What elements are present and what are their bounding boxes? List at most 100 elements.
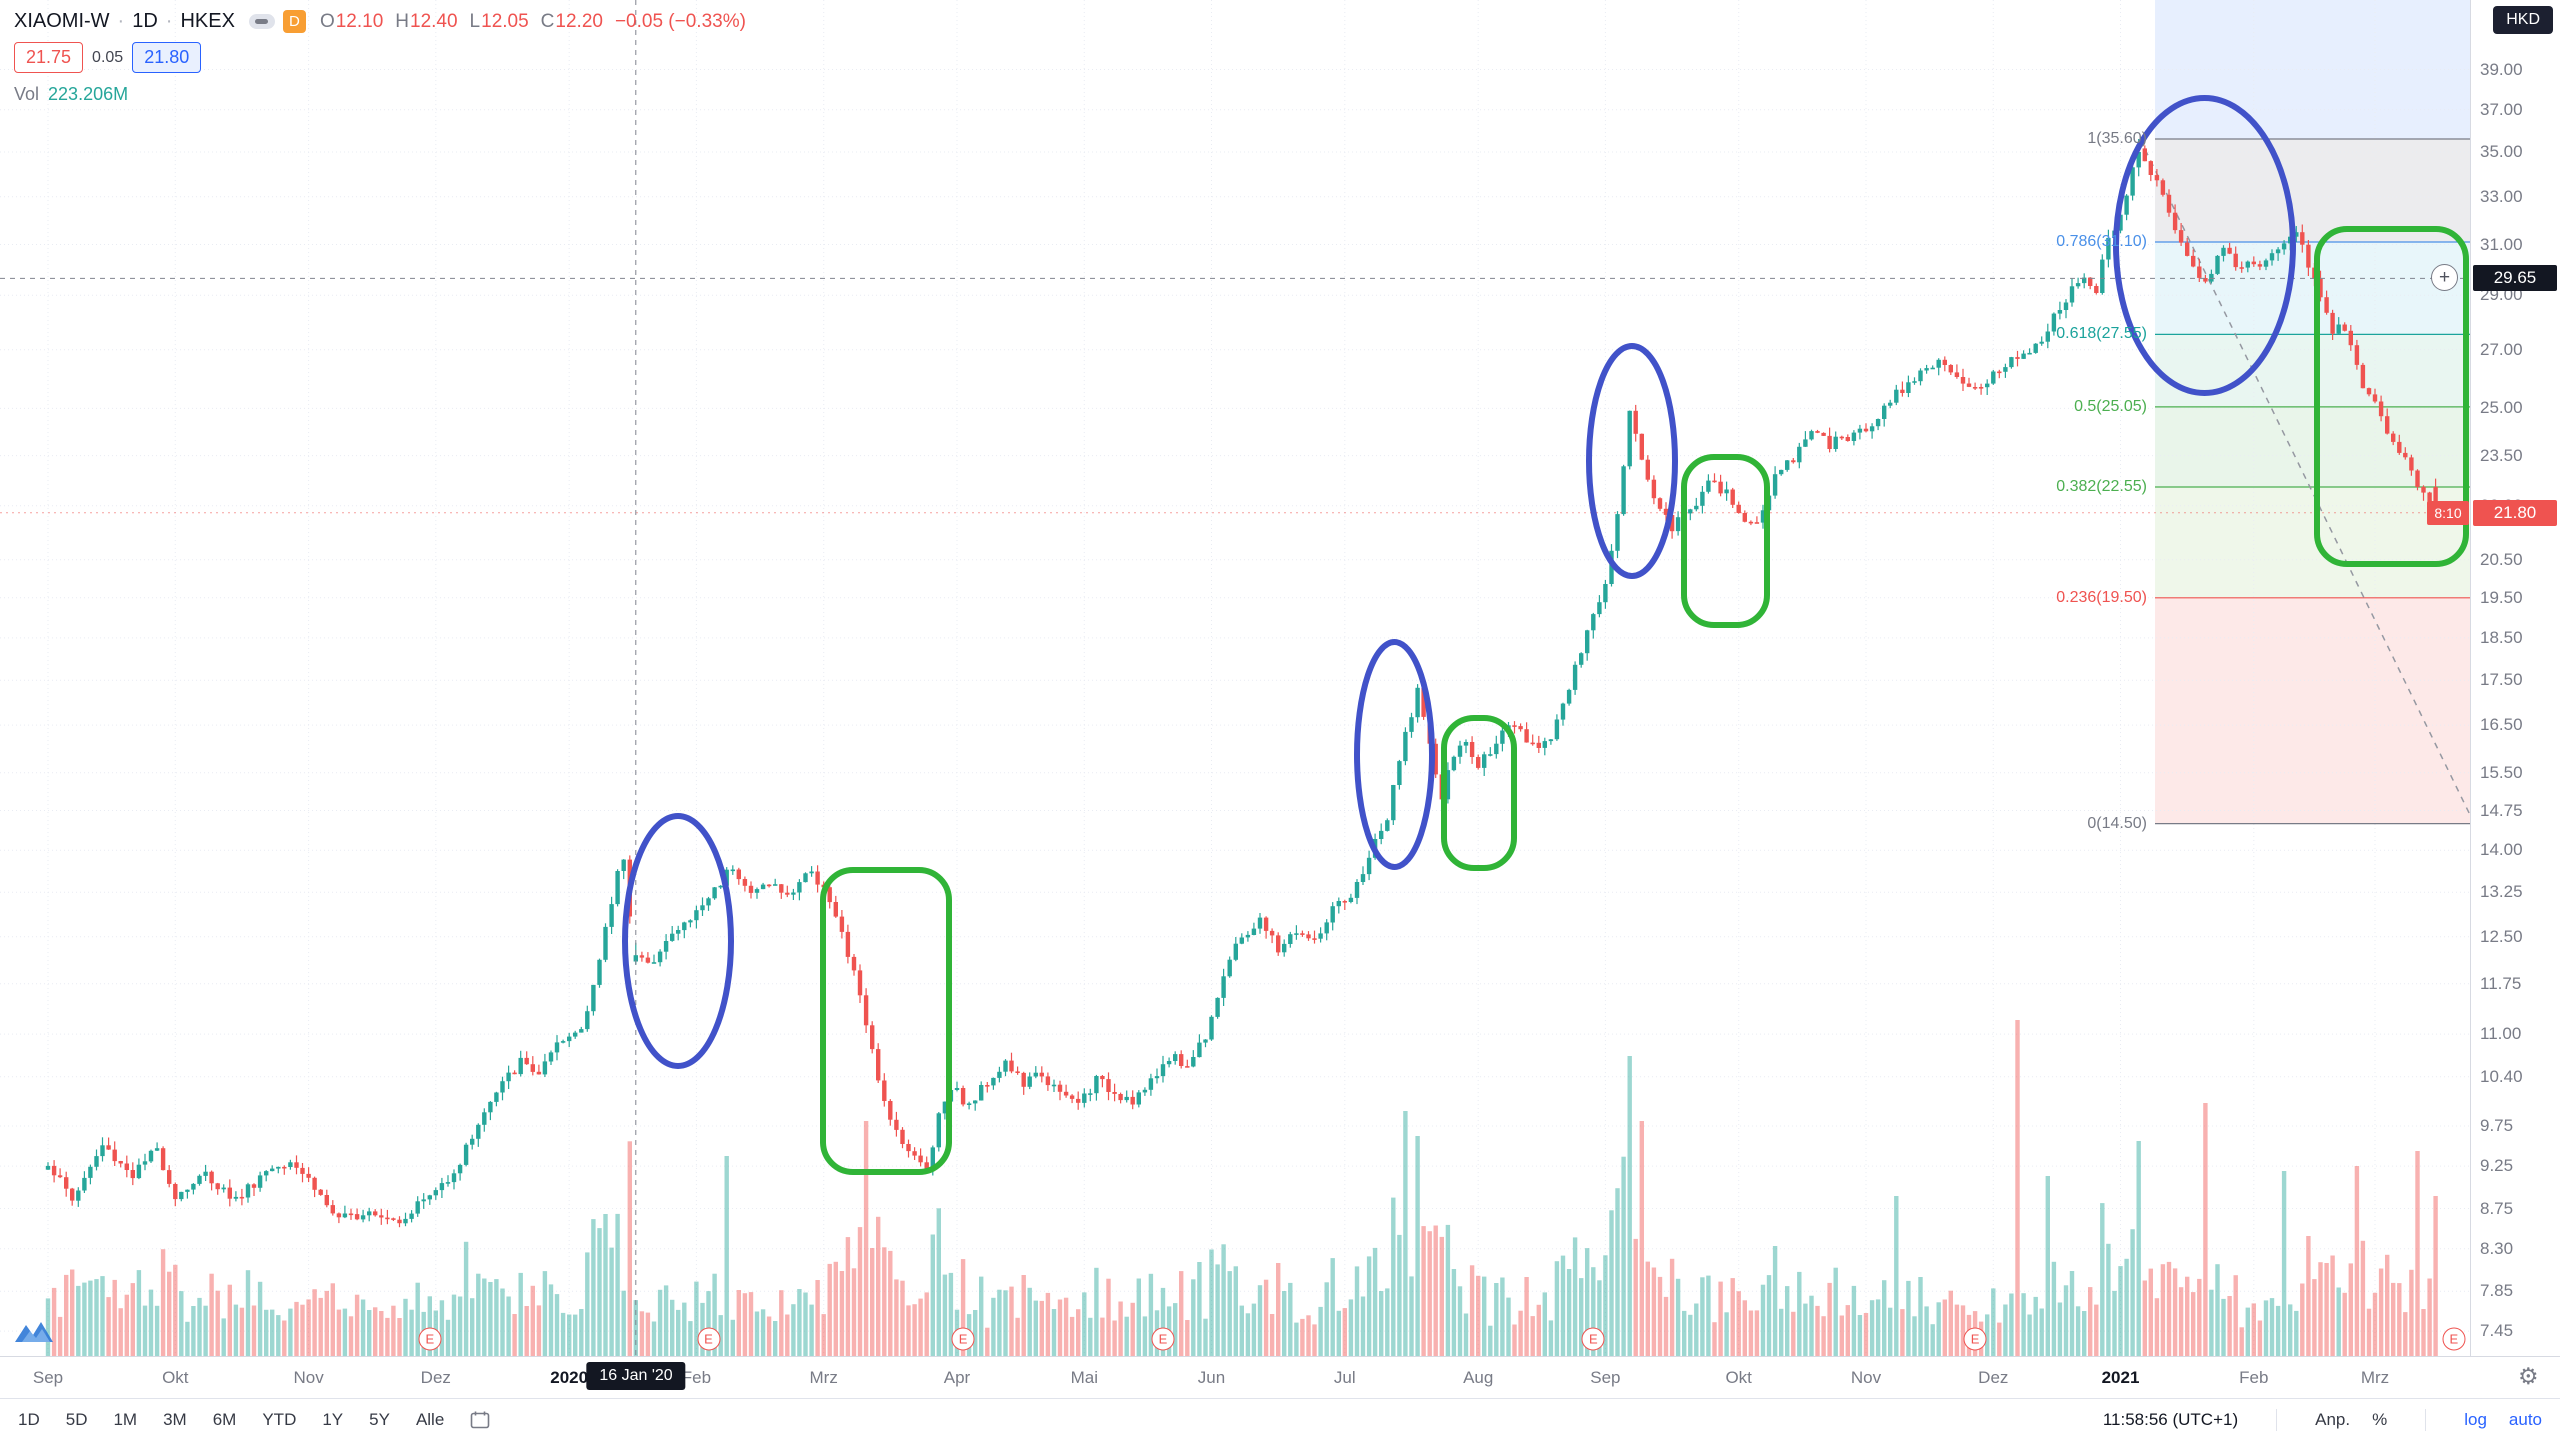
sell-bid-button[interactable]: 21.75 (14, 42, 84, 73)
blue-circle-sep-2020[interactable] (1586, 343, 1678, 579)
range-button-1M[interactable]: 1M (113, 1409, 138, 1429)
go-to-date-icon (470, 1411, 490, 1428)
chart-canvas[interactable] (0, 0, 2470, 1356)
tradingview-logo[interactable] (14, 1320, 54, 1349)
time-axis-month-label: Mrz (2360, 1368, 2390, 1387)
range-button-5D[interactable]: 5D (65, 1409, 88, 1429)
fib-band (2155, 597, 2470, 824)
price-axis-label: 9.75 (2480, 1116, 2514, 1135)
time-axis[interactable]: Sep Okt Nov Dez 2020 Feb Mrz Apr Mai Jun Jul Aug Sep… (0, 1356, 2560, 1398)
open-label: O (319, 10, 335, 32)
toolbar-divider (2276, 1408, 2278, 1431)
time-axis-month-label: Dez (420, 1368, 451, 1387)
low-label: L (469, 10, 481, 32)
price-axis-label: 25.00 (2480, 398, 2523, 418)
auto-scale-button[interactable]: auto (2508, 1409, 2542, 1429)
price-chart[interactable] (0, 0, 2470, 1356)
low-value: 12.05 (481, 10, 529, 32)
earnings-marker[interactable]: E (2442, 1327, 2466, 1351)
range-button-1Y[interactable]: 1Y (322, 1409, 344, 1429)
earnings-marker[interactable]: E (1151, 1327, 1175, 1351)
range-button-YTD[interactable]: YTD (262, 1409, 297, 1429)
close-label: C (540, 10, 555, 32)
symbol-title[interactable]: XIAOMI-W (14, 10, 110, 32)
price-axis-label: 11.75 (2480, 973, 2522, 993)
price-axis-label: 39.00 (2480, 59, 2523, 79)
green-box-aug-2020[interactable] (1441, 715, 1517, 871)
time-axis-month-label: Dez (1978, 1368, 2009, 1387)
volume-value: 223.206M (48, 84, 129, 104)
settings-gear-icon[interactable]: ⚙ (2518, 1363, 2539, 1389)
time-axis-month-label: Apr (943, 1368, 971, 1387)
earnings-marker[interactable]: E (697, 1327, 720, 1351)
blue-circle-jan-2021[interactable] (2113, 95, 2296, 396)
exchange-label[interactable]: HKEX (180, 10, 235, 32)
ohlc-readout: O12.10 H12.40 L12.05 C12.20 −0.05 (−0.33… (320, 11, 746, 33)
tradingview-logo-icon (15, 1322, 53, 1342)
blue-circle-jan-2020[interactable] (622, 813, 734, 1069)
price-axis[interactable]: HKD 39.00 37.00 35.00 33.00 31.00 29.00 27.00 2… (2470, 0, 2560, 1356)
green-box-mar-2021[interactable] (2314, 226, 2469, 567)
price-axis-label: 35.00 (2480, 142, 2523, 161)
fib-band (2155, 487, 2470, 598)
open-value: 12.10 (335, 10, 384, 32)
blue-circle-jul-2020[interactable] (1354, 639, 1435, 870)
volume-layer (45, 1020, 2438, 1356)
price-axis-label: 8.75 (2480, 1198, 2514, 1218)
price-axis-label: 7.45 (2480, 1321, 2514, 1341)
bottom-toolbar: 1D 5D 1M 3M 6M YTD 1Y 5Y Alle 11:58:56 (UTC+1) A… (0, 1398, 2560, 1440)
green-box-oct-2020[interactable] (1681, 454, 1770, 628)
close-value: 12.20 (555, 10, 603, 32)
add-alert-plus-icon[interactable]: + (2431, 264, 2458, 291)
time-axis-month-label: Jul (1333, 1368, 1356, 1387)
price-axis-label: 14.00 (2480, 840, 2523, 860)
fib-level-label: 0.786(31.10) (2056, 233, 2147, 250)
fib-band (2155, 406, 2470, 487)
adjust-button[interactable]: Anp. (2315, 1409, 2351, 1429)
price-axis-label: 15.50 (2480, 762, 2523, 782)
range-button-3M[interactable]: 3M (163, 1409, 187, 1429)
candles-layer (45, 139, 2438, 1228)
price-axis-label: 16.50 (2480, 715, 2523, 735)
time-axis-month-label: Nov (293, 1368, 324, 1387)
price-axis-label: 11.00 (2480, 1024, 2522, 1044)
price-axis-label: 9.25 (2480, 1156, 2514, 1176)
price-axis-label: 10.40 (2480, 1066, 2523, 1086)
legend: XIAOMI-W · 1D · HKEX D O12.10 H12.40 L12… (14, 10, 746, 105)
time-axis-month-label: Mai (1070, 1368, 1098, 1387)
green-box-mar-2020[interactable] (820, 867, 952, 1175)
log-scale-button[interactable]: log (2464, 1409, 2487, 1429)
range-button-Alle[interactable]: Alle (415, 1409, 445, 1429)
delayed-data-badge[interactable]: D (282, 10, 306, 33)
range-button-1D[interactable]: 1D (18, 1409, 40, 1429)
change-value: −0.05 (−0.33%) (614, 10, 746, 32)
earnings-marker[interactable]: E (1963, 1327, 1987, 1351)
percent-scale-button[interactable]: % (2372, 1409, 2388, 1429)
price-axis-label: 14.75 (2480, 800, 2523, 820)
fib-level-label: 1(35.60) (2087, 130, 2147, 147)
time-axis-month-label: Feb (681, 1368, 712, 1387)
price-axis-label: 23.50 (2480, 445, 2523, 465)
range-button-5Y[interactable]: 5Y (369, 1409, 390, 1429)
currency-badge[interactable]: HKD (2493, 6, 2553, 34)
interval-label[interactable]: 1D (132, 10, 158, 32)
earnings-marker[interactable]: E (418, 1327, 442, 1351)
time-axis-month-label: Mrz (809, 1368, 838, 1387)
fib-level-label: 0.5(25.05) (2074, 397, 2147, 415)
go-to-date-button[interactable] (470, 1410, 490, 1430)
range-button-6M[interactable]: 6M (212, 1409, 237, 1429)
price-axis-label: 13.25 (2480, 882, 2523, 902)
spread-value: 0.05 (92, 48, 124, 66)
price-axis-label: 12.50 (2480, 926, 2523, 946)
high-label: H (395, 10, 409, 32)
earnings-marker[interactable]: E (951, 1327, 975, 1351)
earnings-marker[interactable]: E (1581, 1327, 1605, 1351)
fib-band (2155, 139, 2470, 242)
price-axis-label: 8.30 (2480, 1238, 2514, 1258)
fib-band (2155, 334, 2470, 407)
time-axis-year-label: 2021 (2101, 1368, 2140, 1387)
price-axis-label: 37.00 (2480, 99, 2523, 119)
buy-ask-button[interactable]: 21.80 (132, 42, 202, 73)
volume-label[interactable]: Vol (14, 84, 40, 104)
